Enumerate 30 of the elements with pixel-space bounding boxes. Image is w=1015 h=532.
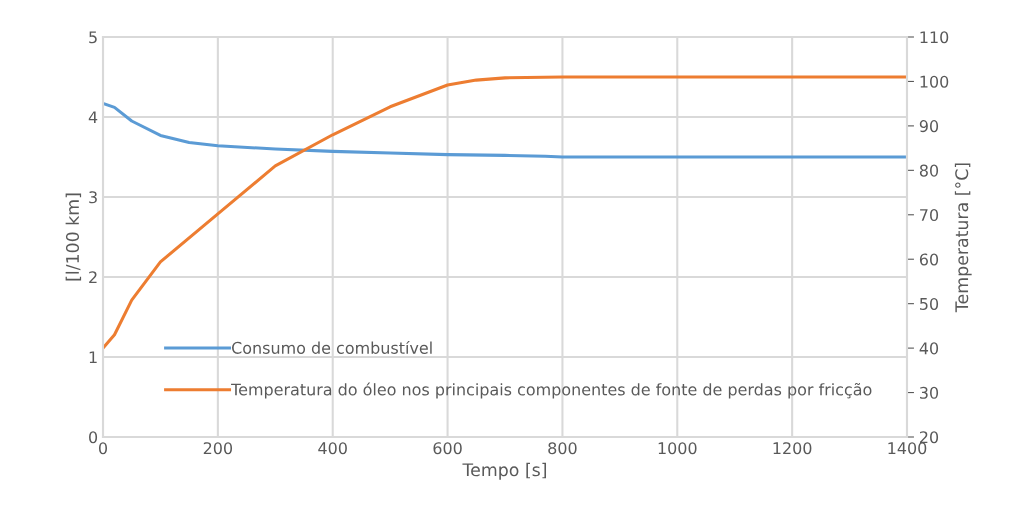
y-tick-label: 2 (89, 271, 97, 284)
y2-tick-label: 20 (919, 431, 939, 444)
x-axis-title: Tempo [s] (462, 462, 547, 480)
x-tick-label: 800 (548, 442, 577, 455)
y2-axis-title: Temperatura [°C] (954, 163, 972, 313)
x-tick-label: 1200 (773, 442, 812, 455)
x-tick-label: 1000 (658, 442, 697, 455)
y2-tick-label: 100 (920, 75, 949, 88)
y2-tick-label: 30 (920, 386, 939, 399)
y2-tick-label: 110 (920, 31, 949, 44)
y2-tick-label: 70 (920, 208, 939, 222)
y-axis-title: [l/100 km] (65, 193, 82, 281)
y-tick-label: 5 (89, 31, 97, 44)
x-tick-label: 0 (98, 442, 108, 455)
y2-tick-label: 80 (919, 164, 939, 177)
y2-tick-label: 50 (920, 297, 939, 310)
x-tick-label: 400 (318, 442, 347, 455)
y2-tick-label: 60 (919, 253, 939, 266)
y-tick-label: 3 (89, 191, 97, 204)
line-series (103, 101, 907, 159)
y2-tick-label: 90 (919, 120, 939, 133)
y-tick-label: 4 (88, 111, 98, 124)
x-tick-label: 600 (433, 442, 462, 455)
legend-label: Consumo de combustível (232, 340, 432, 354)
x-tick-label: 200 (203, 442, 233, 455)
y2-tick-label: 40 (919, 342, 939, 355)
x-tick-label: 1400 (888, 442, 927, 455)
y-tick-label: 0 (89, 431, 98, 444)
legend-label: Temperatura do óleo nos principais componentes de fonte de perdas por fricção (231, 382, 872, 399)
y-tick-label: 1 (89, 351, 97, 364)
